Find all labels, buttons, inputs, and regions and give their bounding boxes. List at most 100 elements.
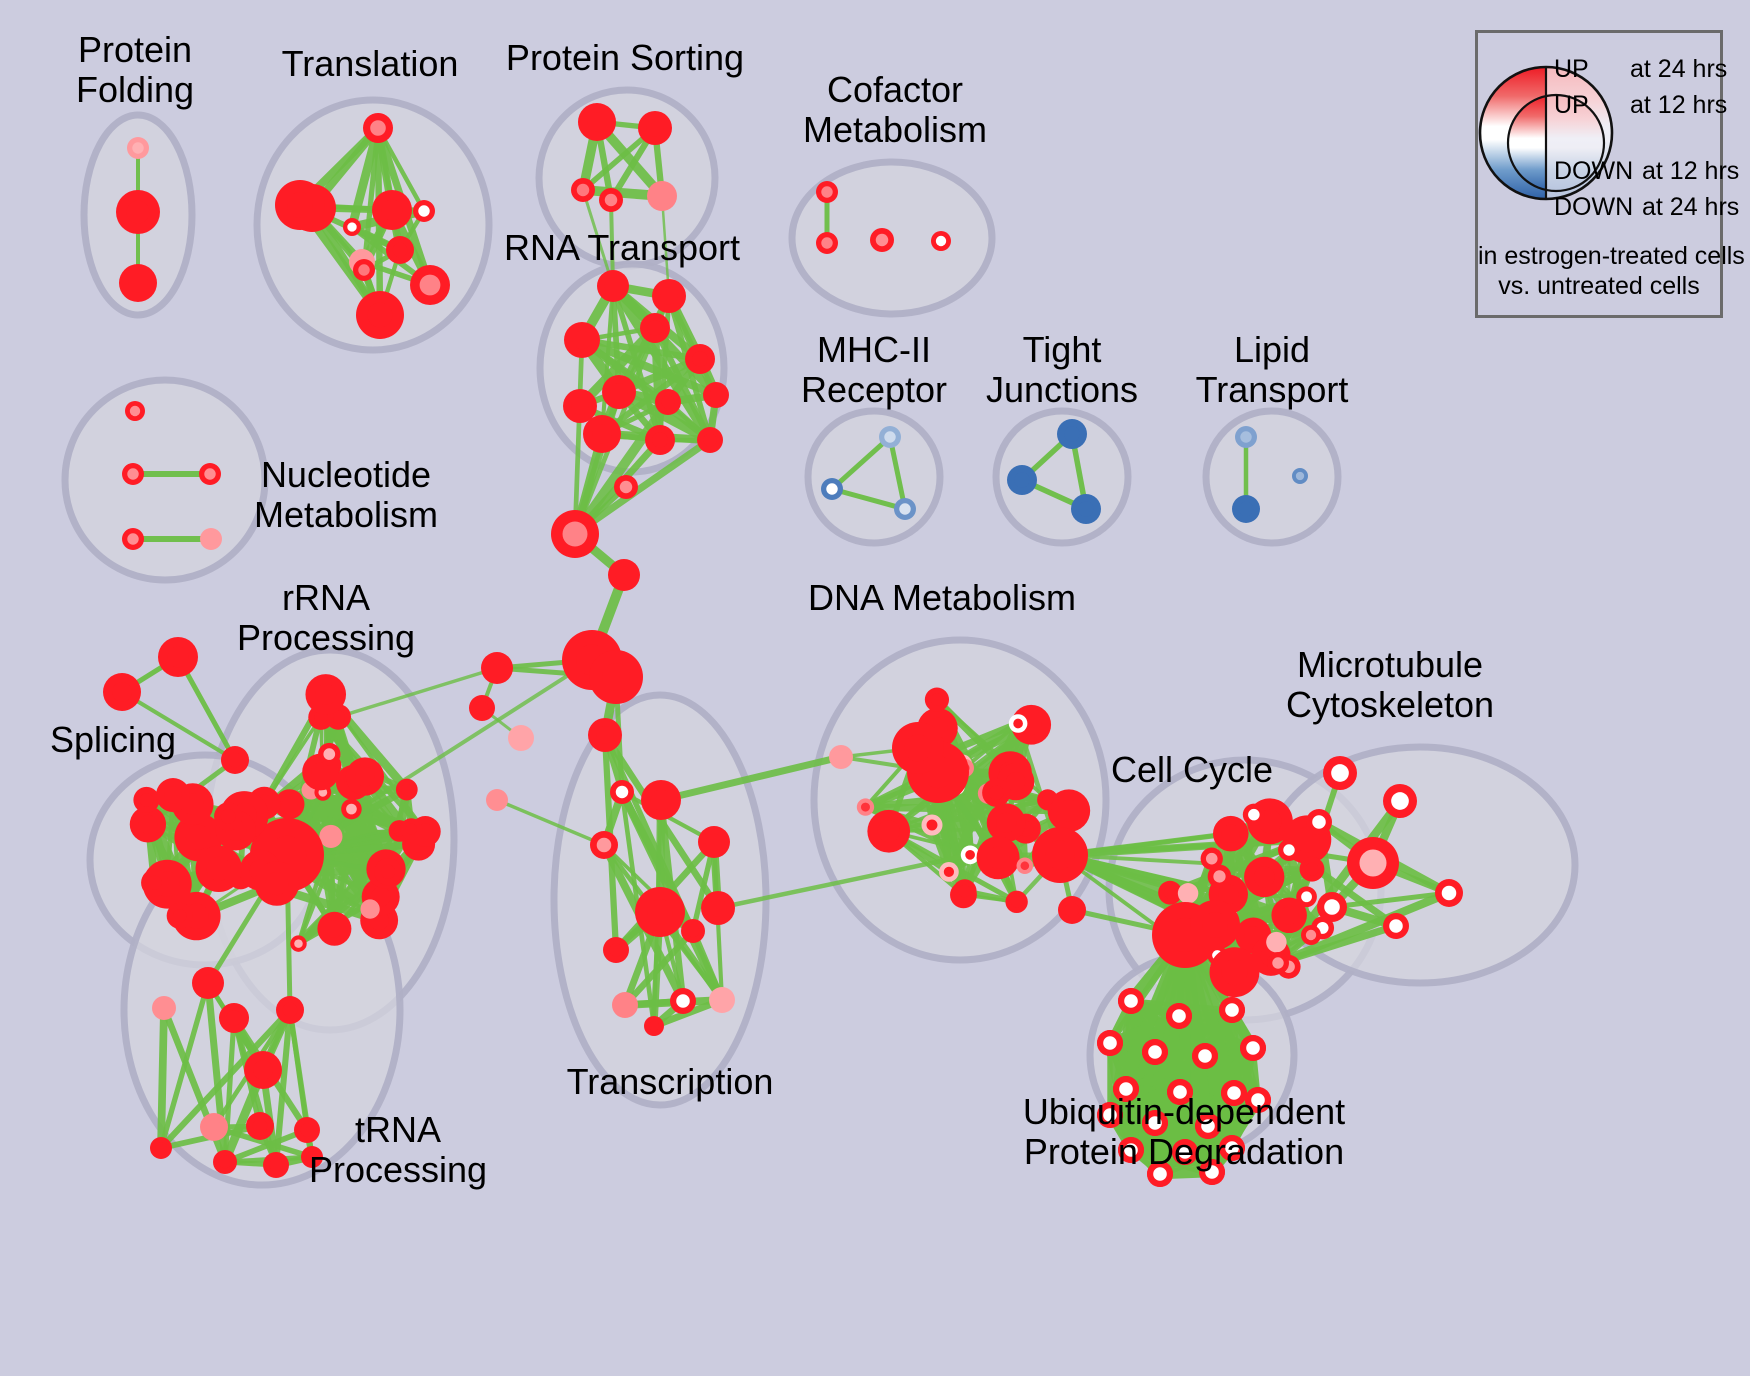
network-node[interactable] (1113, 1076, 1139, 1102)
network-node[interactable] (960, 845, 980, 865)
network-node[interactable] (1172, 1139, 1198, 1165)
network-node[interactable] (612, 992, 638, 1018)
network-node[interactable] (119, 264, 157, 302)
network-node[interactable] (1317, 892, 1347, 922)
network-node[interactable] (931, 231, 951, 251)
network-node[interactable] (681, 919, 705, 943)
network-node[interactable] (413, 200, 435, 222)
network-node[interactable] (486, 789, 508, 811)
network-node[interactable] (1118, 1137, 1144, 1163)
network-node[interactable] (1177, 883, 1199, 904)
network-node[interactable] (317, 911, 352, 946)
network-node[interactable] (290, 935, 307, 952)
network-node[interactable] (1347, 837, 1399, 889)
network-node[interactable] (647, 181, 677, 211)
network-node[interactable] (200, 1113, 228, 1141)
network-node[interactable] (275, 180, 325, 230)
network-node[interactable] (469, 695, 495, 721)
network-node[interactable] (856, 798, 875, 816)
network-node[interactable] (867, 809, 911, 853)
network-node[interactable] (1097, 1030, 1123, 1056)
network-node[interactable] (645, 425, 675, 455)
network-node[interactable] (363, 113, 393, 143)
network-node[interactable] (641, 780, 681, 820)
network-node[interactable] (1244, 856, 1285, 898)
network-node[interactable] (125, 401, 145, 421)
network-node[interactable] (214, 802, 243, 831)
network-node[interactable] (1212, 815, 1249, 852)
network-hub-node[interactable] (892, 722, 944, 774)
network-node[interactable] (670, 988, 696, 1014)
network-node[interactable] (924, 687, 950, 712)
network-node[interactable] (274, 789, 305, 820)
network-node[interactable] (1142, 1039, 1168, 1065)
network-node[interactable] (1383, 784, 1417, 818)
network-node[interactable] (602, 375, 636, 409)
network-node[interactable] (703, 382, 729, 408)
network-node[interactable] (122, 528, 144, 550)
network-node[interactable] (638, 111, 672, 145)
network-node[interactable] (1301, 925, 1321, 945)
network-node[interactable] (221, 746, 249, 774)
network-node[interactable] (1235, 426, 1257, 448)
network-node[interactable] (244, 1051, 282, 1089)
network-node[interactable] (1166, 1003, 1192, 1029)
network-node[interactable] (1240, 1035, 1266, 1061)
network-node[interactable] (294, 1117, 320, 1143)
network-node[interactable] (821, 478, 843, 500)
network-node[interactable] (829, 745, 853, 769)
network-node[interactable] (590, 831, 618, 859)
network-node[interactable] (597, 270, 629, 302)
network-node[interactable] (976, 836, 1020, 880)
network-node[interactable] (133, 786, 160, 813)
network-node[interactable] (263, 1152, 289, 1178)
network-node[interactable] (305, 674, 347, 715)
network-node[interactable] (152, 996, 176, 1020)
network-node[interactable] (213, 1150, 237, 1174)
network-node[interactable] (301, 1146, 323, 1168)
network-node[interactable] (952, 879, 977, 903)
network-node[interactable] (1016, 857, 1034, 875)
network-node[interactable] (199, 463, 221, 485)
network-node[interactable] (481, 652, 513, 684)
network-node[interactable] (141, 869, 169, 897)
network-node[interactable] (353, 259, 375, 281)
network-node[interactable] (635, 887, 685, 937)
network-node[interactable] (1147, 1161, 1173, 1187)
network-node[interactable] (655, 389, 681, 415)
network-node[interactable] (1209, 947, 1260, 998)
network-node[interactable] (1142, 1110, 1168, 1136)
network-node[interactable] (614, 475, 638, 499)
network-node[interactable] (345, 757, 385, 796)
network-node[interactable] (276, 996, 304, 1024)
network-node[interactable] (395, 778, 418, 801)
network-node[interactable] (1267, 952, 1289, 974)
network-node[interactable] (879, 426, 901, 448)
network-node[interactable] (150, 1137, 172, 1159)
network-node[interactable] (1192, 1043, 1218, 1069)
network-node[interactable] (1195, 1113, 1221, 1139)
network-node[interactable] (685, 344, 715, 374)
network-node[interactable] (1219, 997, 1245, 1023)
network-node[interactable] (1167, 1079, 1193, 1105)
network-node[interactable] (589, 650, 643, 704)
network-node[interactable] (1306, 809, 1332, 835)
network-node[interactable] (1271, 897, 1307, 934)
network-node[interactable] (583, 415, 621, 453)
network-node[interactable] (200, 528, 222, 550)
network-node[interactable] (246, 1112, 274, 1140)
network-node[interactable] (254, 861, 300, 906)
network-node[interactable] (1199, 1159, 1225, 1185)
network-node[interactable] (698, 826, 730, 858)
network-node[interactable] (1242, 803, 1265, 826)
network-node[interactable] (1071, 494, 1101, 524)
network-node[interactable] (400, 818, 423, 840)
network-node[interactable] (644, 1016, 664, 1036)
network-node[interactable] (343, 218, 361, 236)
network-node[interactable] (1278, 839, 1300, 861)
network-node[interactable] (1158, 880, 1182, 905)
network-node[interactable] (386, 236, 414, 264)
network-node[interactable] (939, 862, 959, 882)
network-node[interactable] (1207, 864, 1232, 889)
network-node[interactable] (603, 937, 629, 963)
